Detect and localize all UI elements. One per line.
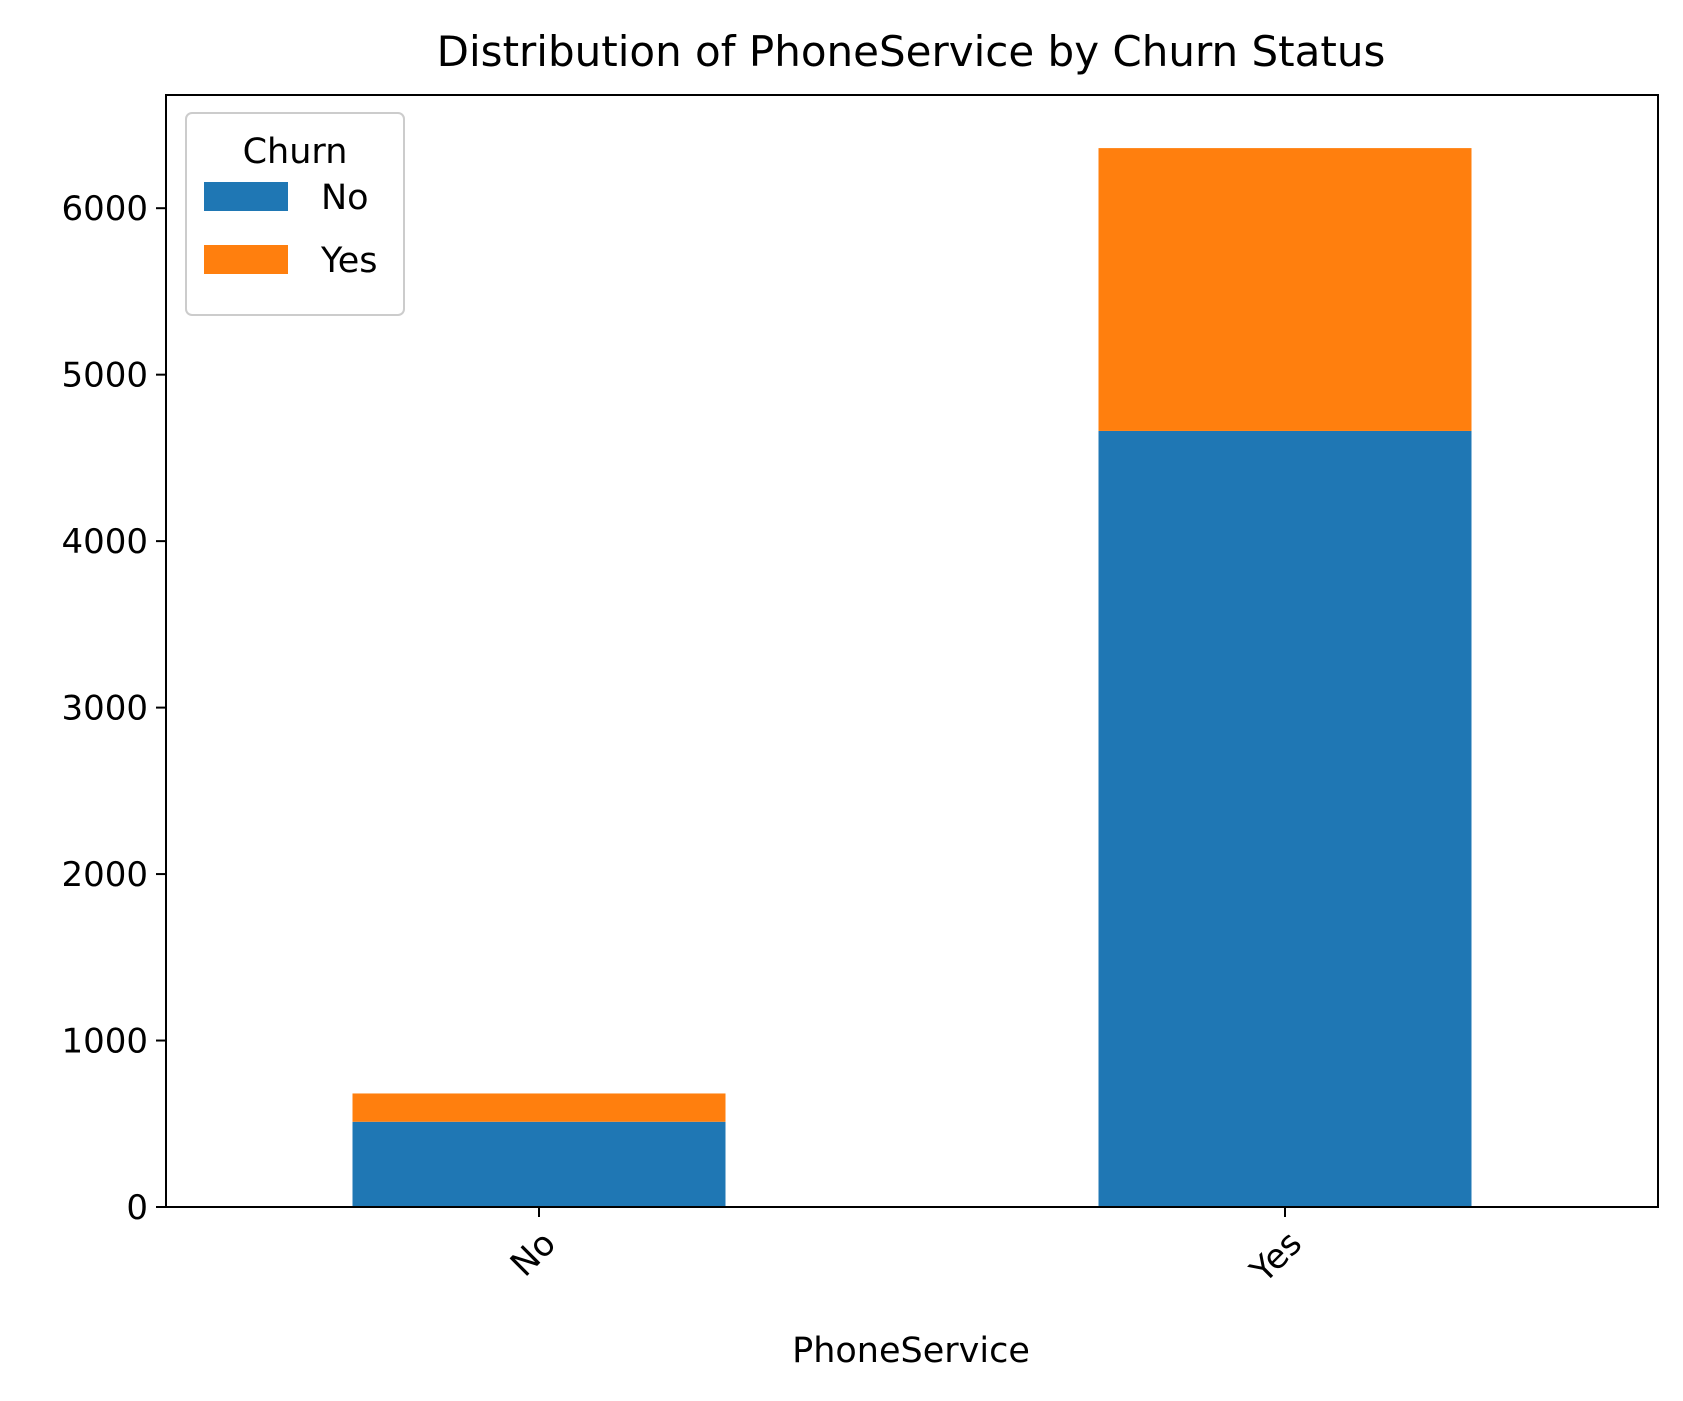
bar-no-churn-yes — [352, 1093, 726, 1122]
legend-swatch-no — [204, 182, 288, 211]
chart-title: Distribution of PhoneService by Churn St… — [437, 27, 1386, 76]
legend-label-yes: Yes — [320, 241, 378, 281]
y-tick-label: 6000 — [61, 189, 148, 229]
x-axis-label: PhoneService — [792, 1331, 1030, 1371]
legend-entries: No Yes — [204, 178, 378, 281]
bar-yes-churn-yes — [1098, 148, 1472, 431]
y-tick-label: 3000 — [61, 689, 148, 729]
legend-title: Churn — [243, 132, 348, 172]
y-tick-label: 1000 — [61, 1022, 148, 1062]
bar-yes-churn-no — [1098, 430, 1472, 1207]
y-tick-label: 0 — [126, 1188, 148, 1228]
plot-frame — [165, 94, 1659, 1208]
legend: Churn No Yes — [185, 112, 405, 316]
legend-swatch-yes — [204, 245, 288, 274]
y-tick-label: 4000 — [61, 522, 148, 562]
y-tick-label: 2000 — [61, 855, 148, 895]
bar-no-churn-no — [352, 1121, 726, 1207]
y-tick-label: 5000 — [61, 356, 148, 396]
legend-label-no: No — [321, 178, 369, 218]
bars-layer — [352, 148, 1472, 1207]
